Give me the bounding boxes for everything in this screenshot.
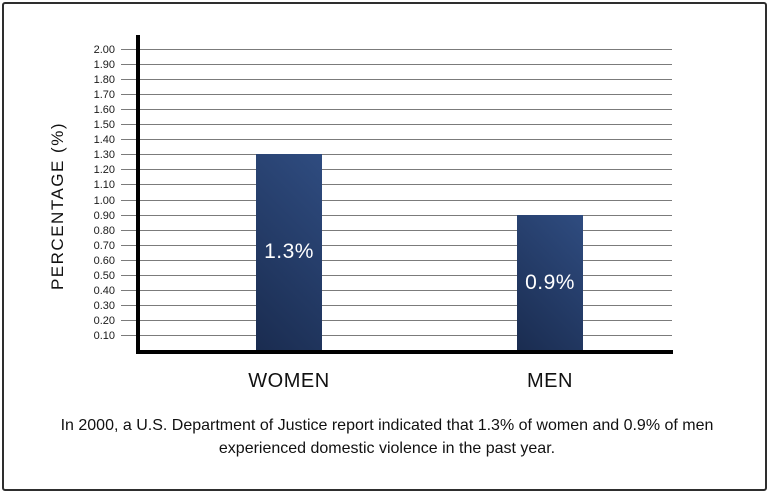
y-tick-label: 1.20 bbox=[93, 164, 115, 176]
bar-women: 1.3% bbox=[256, 154, 322, 350]
y-tick-label: 1.90 bbox=[93, 59, 115, 71]
gridline bbox=[140, 109, 672, 110]
y-tick-label: 0.50 bbox=[93, 270, 115, 282]
caption-line-1: In 2000, a U.S. Department of Justice re… bbox=[60, 417, 714, 434]
gridline bbox=[140, 335, 672, 336]
y-axis-tick bbox=[121, 230, 140, 231]
gridline bbox=[140, 124, 672, 125]
y-axis-tick bbox=[121, 215, 140, 216]
gridline bbox=[140, 49, 672, 50]
y-axis-title: PERCENTAGE (%) bbox=[48, 121, 67, 291]
y-tick-label: 0.10 bbox=[93, 330, 115, 342]
gridline bbox=[140, 320, 672, 321]
y-tick-label: 1.60 bbox=[93, 104, 115, 116]
caption-line-2: experienced domestic violence in the pas… bbox=[218, 440, 556, 457]
y-axis-tick bbox=[121, 320, 140, 321]
y-axis-tick bbox=[121, 109, 140, 110]
y-tick-label: 1.30 bbox=[93, 149, 115, 161]
bar-value-label: 0.9% bbox=[525, 270, 575, 294]
y-axis-tick bbox=[121, 245, 140, 246]
y-axis-tick bbox=[121, 275, 140, 276]
gridline bbox=[140, 200, 672, 201]
y-axis-tick bbox=[121, 200, 140, 201]
y-tick-label: 0.20 bbox=[93, 315, 115, 327]
y-tick-label: 1.70 bbox=[93, 89, 115, 101]
y-tick-label: 0.90 bbox=[93, 210, 115, 222]
y-tick-label: 2.00 bbox=[93, 44, 115, 56]
y-tick-label: 1.40 bbox=[93, 134, 115, 146]
y-tick-label: 0.70 bbox=[93, 240, 115, 252]
y-axis-tick bbox=[121, 49, 140, 50]
y-tick-label: 1.10 bbox=[93, 179, 115, 191]
gridline bbox=[140, 245, 672, 246]
gridline bbox=[140, 79, 672, 80]
y-tick-label: 0.30 bbox=[93, 300, 115, 312]
y-axis-tick bbox=[121, 139, 140, 140]
gridline bbox=[140, 305, 672, 306]
gridline bbox=[140, 215, 672, 216]
y-axis-tick bbox=[121, 184, 140, 185]
gridline bbox=[140, 290, 672, 291]
y-axis-tick bbox=[121, 335, 140, 336]
y-axis-tick bbox=[121, 305, 140, 306]
gridline bbox=[140, 169, 672, 170]
y-tick-label: 1.80 bbox=[93, 74, 115, 86]
x-axis-label-men: MEN bbox=[527, 370, 573, 392]
x-axis-label-women: WOMEN bbox=[248, 370, 330, 392]
x-axis-line bbox=[136, 350, 673, 354]
chart-caption: In 2000, a U.S. Department of Justice re… bbox=[4, 414, 765, 460]
y-axis-tick bbox=[121, 94, 140, 95]
gridline bbox=[140, 139, 672, 140]
y-axis-tick bbox=[121, 290, 140, 291]
y-axis-line bbox=[136, 35, 140, 354]
y-axis-tick bbox=[121, 79, 140, 80]
y-axis-tick bbox=[121, 64, 140, 65]
gridline bbox=[140, 275, 672, 276]
y-tick-label: 0.40 bbox=[93, 285, 115, 297]
bar-men: 0.9% bbox=[517, 215, 583, 350]
y-tick-label: 1.00 bbox=[93, 195, 115, 207]
y-tick-label: 0.60 bbox=[93, 255, 115, 267]
y-axis-tick bbox=[121, 169, 140, 170]
gridline bbox=[140, 184, 672, 185]
gridline bbox=[140, 94, 672, 95]
bar-value-label: 1.3% bbox=[264, 240, 314, 263]
y-axis-tick bbox=[121, 154, 140, 155]
y-tick-label: 0.80 bbox=[93, 225, 115, 237]
gridline bbox=[140, 154, 672, 155]
gridline bbox=[140, 64, 672, 65]
gridline bbox=[140, 260, 672, 261]
y-tick-label: 1.50 bbox=[93, 119, 115, 131]
y-axis-tick bbox=[121, 124, 140, 125]
y-axis-tick bbox=[121, 260, 140, 261]
gridline bbox=[140, 230, 672, 231]
